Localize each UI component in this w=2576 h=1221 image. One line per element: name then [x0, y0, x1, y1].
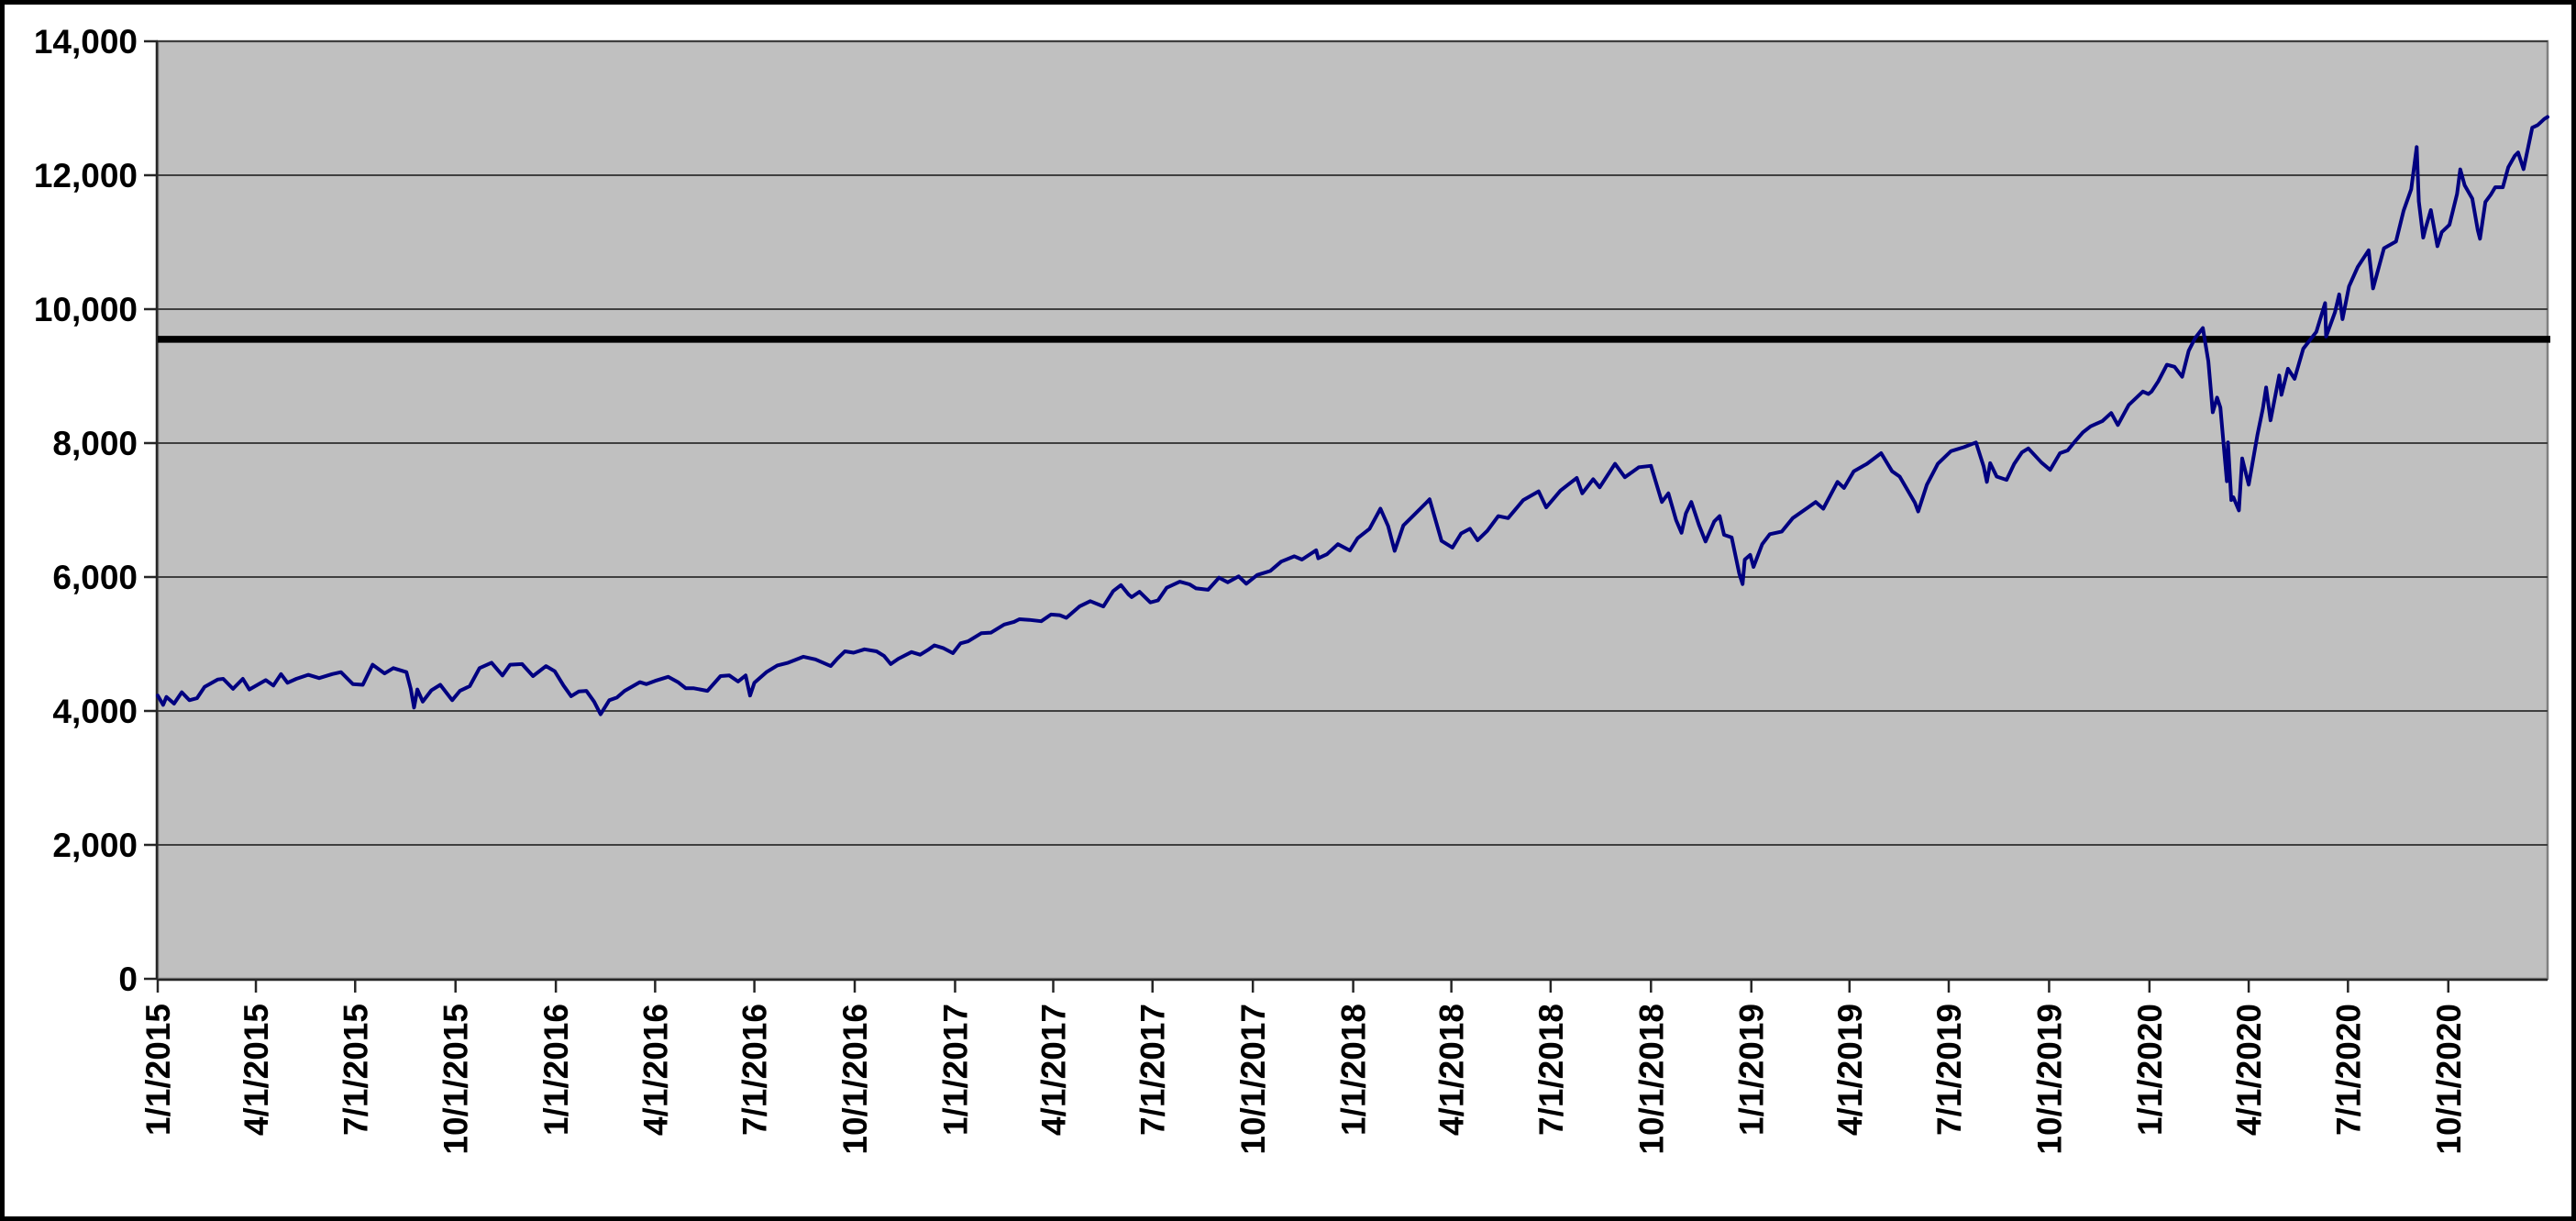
x-tick-label: 10/1/2020 [2430, 1004, 2468, 1155]
x-tick-label: 10/1/2019 [2030, 1004, 2068, 1155]
y-tick-label: 4,000 [52, 693, 138, 730]
x-tick-label: 4/1/2015 [238, 1004, 275, 1136]
plot-area [156, 39, 2549, 981]
x-axis-labels: 1/1/2015 4/1/2015 7/1/2015 10/1/2015 1/1/201… [139, 1004, 2468, 1155]
x-tick-label: 10/1/2015 [437, 1004, 475, 1155]
x-tick-label: 10/1/2017 [1234, 1004, 1272, 1155]
x-axis-ticks [156, 979, 2450, 993]
x-tick-label: 7/1/2017 [1134, 1004, 1172, 1136]
x-tick-label: 7/1/2019 [1930, 1004, 1968, 1136]
x-tick-label: 1/1/2017 [936, 1004, 974, 1136]
y-tick-label: 8,000 [52, 425, 138, 462]
x-tick-label: 10/1/2018 [1632, 1004, 1670, 1155]
x-tick-label: 7/1/2016 [736, 1004, 774, 1136]
x-tick-label: 1/1/2016 [537, 1004, 575, 1136]
x-tick-label: 4/1/2018 [1433, 1004, 1471, 1136]
y-tick-label: 10,000 [34, 291, 138, 328]
x-tick-label: 7/1/2018 [1532, 1004, 1570, 1136]
y-tick-label: 2,000 [52, 827, 138, 864]
y-tick-label: 6,000 [52, 559, 138, 596]
x-tick-label: 1/1/2015 [139, 1004, 177, 1136]
x-tick-label: 4/1/2017 [1035, 1004, 1073, 1136]
y-axis-ticks [144, 39, 158, 981]
x-tick-label: 7/1/2020 [2329, 1004, 2367, 1136]
series-line [156, 115, 2549, 716]
y-axis-labels: 0 2,000 4,000 6,000 8,000 10,000 12,000 14,000 [34, 23, 138, 998]
y-tick-label: 0 [118, 960, 138, 998]
x-tick-label: 7/1/2015 [337, 1004, 374, 1136]
y-tick-label: 14,000 [34, 23, 138, 61]
x-tick-label: 4/1/2019 [1831, 1004, 1869, 1136]
x-tick-label: 4/1/2020 [2230, 1004, 2268, 1136]
gridlines [158, 40, 2548, 846]
x-tick-label: 4/1/2016 [636, 1004, 674, 1136]
x-tick-label: 1/1/2019 [1733, 1004, 1771, 1136]
y-tick-label: 12,000 [34, 157, 138, 194]
x-tick-label: 10/1/2016 [836, 1004, 874, 1155]
x-tick-label: 1/1/2020 [2131, 1004, 2169, 1136]
x-tick-label: 1/1/2018 [1335, 1004, 1373, 1136]
axis-lines [155, 41, 2548, 982]
